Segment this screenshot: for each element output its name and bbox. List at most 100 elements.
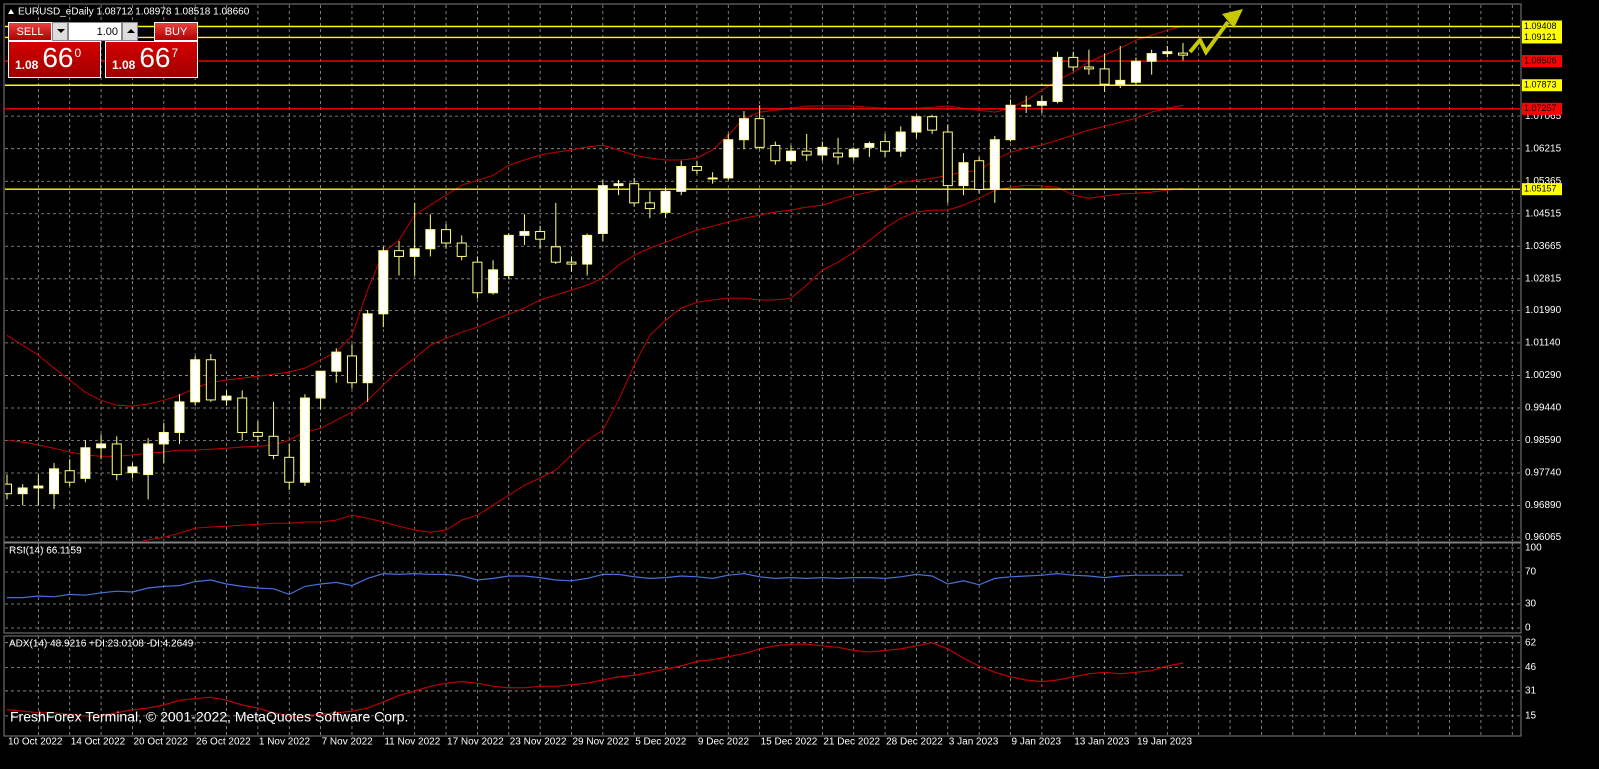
candle-body (299, 397, 310, 483)
bid-price[interactable]: 1.08 66 0 (8, 41, 101, 78)
candle-body (644, 202, 655, 210)
x-tick-label: 13 Jan 2023 (1074, 737, 1129, 748)
level-tag (1522, 31, 1562, 44)
x-tick-label: 26 Oct 2022 (196, 737, 251, 748)
candle-body (707, 177, 718, 180)
candle-body (1021, 104, 1032, 107)
collapse-icon (8, 9, 14, 14)
level-label: 1.09121 (1524, 32, 1557, 42)
lot-row: SELL 1.00 BUY (8, 22, 198, 41)
candle-body (456, 242, 467, 257)
candle-body (488, 269, 499, 294)
candle-body (629, 183, 640, 204)
candle-body (817, 146, 828, 156)
candle-body (848, 148, 859, 158)
candle-body (1115, 79, 1126, 85)
indicator-line (6, 642, 1184, 717)
level-tag (1522, 102, 1562, 115)
candle-body (33, 485, 44, 489)
candle-body (833, 152, 844, 158)
x-tick-label: 14 Oct 2022 (71, 737, 126, 748)
sell-button[interactable]: SELL (8, 22, 52, 41)
candle-body (942, 131, 953, 187)
buy-button[interactable]: BUY (154, 22, 198, 41)
candle-body (974, 160, 985, 190)
ask-price[interactable]: 1.08 66 7 (105, 41, 198, 78)
candle-body (441, 229, 452, 244)
candle-body (1099, 68, 1110, 85)
candle-body (205, 359, 216, 401)
x-tick-label: 10 Oct 2022 (8, 737, 63, 748)
y-tick-label: 1.00290 (1525, 370, 1562, 381)
candle-body (550, 246, 561, 263)
candle-body (158, 431, 169, 445)
bollinger-band (6, 25, 1184, 407)
candle-body (284, 456, 295, 483)
candle-body (1083, 66, 1094, 70)
candle-body (864, 143, 875, 148)
y-tick-label: 1.07065 (1525, 111, 1562, 122)
y-tick-label: 1.02815 (1525, 273, 1562, 284)
bid-big-figure: 1.08 (15, 58, 39, 72)
indicator-title: RSI(14) 66.1159 (9, 546, 82, 557)
bid-pips: 66 (42, 42, 74, 73)
level-label: 1.05157 (1524, 184, 1557, 194)
candle-body (190, 359, 201, 403)
y-tick-label: 1.04515 (1525, 208, 1562, 219)
candle-body (927, 116, 938, 131)
candle-body (111, 443, 122, 476)
symbol-header: EURUSD_eDaily 1.08712 1.08978 1.08518 1.… (18, 7, 250, 18)
y-tick-label: 62 (1525, 637, 1537, 648)
candle-body (1162, 51, 1173, 55)
lot-down[interactable] (52, 22, 68, 41)
candle-body (723, 139, 734, 179)
bollinger-band (6, 104, 1184, 457)
candle-body (1178, 52, 1188, 56)
x-tick-label: 21 Dec 2022 (823, 737, 880, 748)
level-label: 1.09408 (1524, 21, 1557, 31)
candle-body (801, 150, 812, 156)
candle-body (566, 261, 577, 265)
candle-body (315, 370, 326, 399)
y-tick-label: 100 (1525, 543, 1542, 554)
level-tag (1522, 20, 1562, 33)
indicator-title: ADX(14) 48.9216 +DI:23.0108 -DI:4.2649 (9, 639, 194, 650)
candle-body (691, 165, 702, 171)
candle-body (597, 185, 608, 234)
ask-pips: 66 (139, 42, 171, 73)
candle-body (237, 397, 248, 433)
level-label: 1.07873 (1524, 80, 1557, 90)
candle-body (503, 234, 514, 277)
lot-up[interactable] (122, 22, 138, 41)
rsi-frame (3, 542, 1522, 634)
y-tick-label: 0 (1525, 623, 1531, 634)
candle-body (378, 250, 389, 315)
candle-body (96, 443, 107, 449)
candle-body (613, 183, 624, 187)
candle-body (174, 401, 185, 433)
candle-body (1130, 60, 1141, 83)
bid-point: 0 (74, 46, 82, 60)
y-tick-label: 1.01140 (1525, 338, 1561, 349)
adx-frame (3, 635, 1522, 737)
x-tick-label: 28 Dec 2022 (886, 737, 943, 748)
candle-body (5, 483, 12, 495)
x-tick-label: 20 Oct 2022 (133, 737, 188, 748)
watermark: FreshForex Terminal, © 2001-2022, MetaQu… (10, 709, 408, 725)
x-tick-label: 17 Nov 2022 (447, 737, 504, 748)
y-tick-label: 0.96065 (1525, 532, 1562, 543)
trade-panel: SELL 1.00 BUY 1.08 66 0 1.08 66 7 (8, 22, 198, 78)
y-tick-label: 31 (1525, 686, 1537, 697)
y-tick-label: 1.06215 (1525, 143, 1562, 154)
candle-body (770, 144, 781, 162)
candle-body (676, 165, 687, 192)
candle-body (49, 468, 60, 495)
y-tick-label: 1.05365 (1525, 176, 1562, 187)
lot-input[interactable]: 1.00 (68, 22, 122, 41)
candle-body (331, 351, 342, 372)
candle-body (80, 447, 91, 479)
y-tick-label: 0.96890 (1525, 500, 1562, 511)
level-tag (1522, 55, 1562, 68)
candle-body (738, 118, 749, 141)
